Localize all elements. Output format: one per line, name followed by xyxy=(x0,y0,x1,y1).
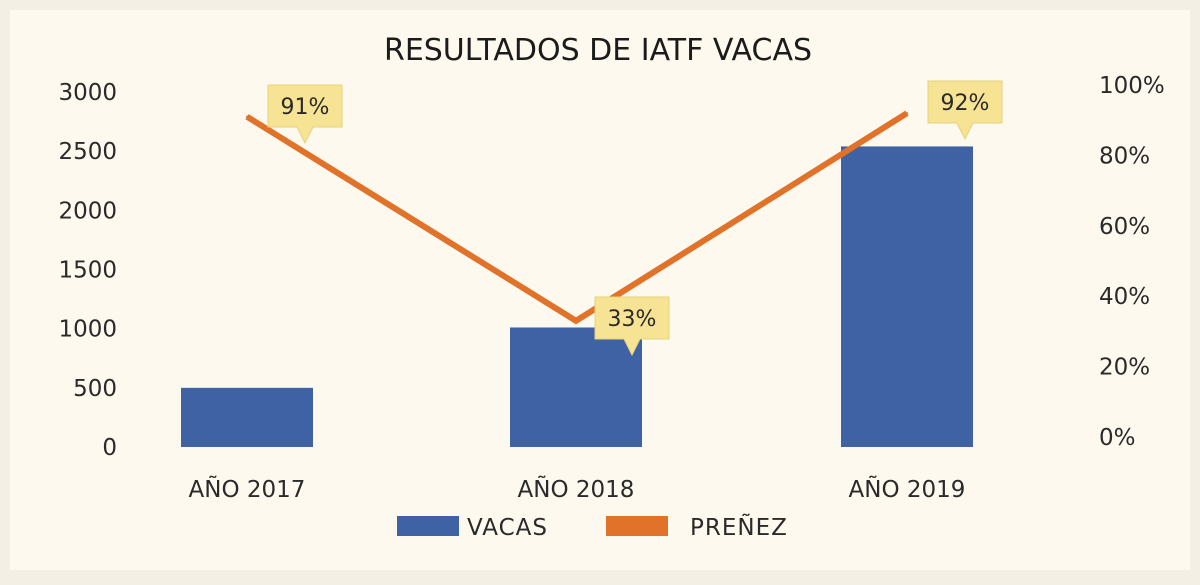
y-right-tick-label: 40% xyxy=(1099,284,1150,310)
right-axis: 0% 20% 40% 60% 80% 100% xyxy=(1099,73,1165,451)
left-axis: 0 500 1000 1500 2000 2500 3000 xyxy=(58,80,117,461)
bar-vacas xyxy=(510,327,642,447)
data-label-callout xyxy=(594,296,670,357)
data-label-callout xyxy=(927,80,1003,141)
data-label-text: 33% xyxy=(608,307,657,332)
y-left-tick-label: 1000 xyxy=(58,317,117,343)
chart-title: RESULTADOS DE IATF VACAS xyxy=(384,33,812,68)
y-left-tick-label: 2500 xyxy=(58,139,117,165)
x-tick-label: AÑO 2017 xyxy=(189,475,306,503)
legend: VACAS PREÑEZ xyxy=(397,513,788,541)
y-left-tick-label: 1500 xyxy=(58,258,117,284)
line-point-prenez xyxy=(246,115,248,118)
line-point-prenez xyxy=(906,112,908,115)
legend-swatch-prenez xyxy=(606,516,668,536)
y-right-tick-label: 0% xyxy=(1099,425,1136,451)
x-axis: AÑO 2017 AÑO 2018 AÑO 2019 xyxy=(189,475,966,503)
y-right-tick-label: 80% xyxy=(1099,143,1150,169)
data-labels: 91% 33% 92% xyxy=(267,80,1003,357)
line-series-prenez xyxy=(245,110,909,325)
legend-label-prenez: PREÑEZ xyxy=(690,513,788,541)
bar-vacas xyxy=(841,146,973,447)
bar-vacas xyxy=(181,387,313,447)
line-point-prenez xyxy=(575,319,577,322)
y-right-tick-label: 100% xyxy=(1099,73,1165,99)
bar-series-vacas xyxy=(181,146,973,447)
x-tick-label: AÑO 2019 xyxy=(849,475,966,503)
x-tick-label: AÑO 2018 xyxy=(518,475,635,503)
y-right-tick-label: 60% xyxy=(1099,214,1150,240)
y-left-tick-label: 500 xyxy=(73,376,117,402)
y-left-tick-label: 2000 xyxy=(58,198,117,224)
y-left-tick-label: 0 xyxy=(102,435,117,461)
data-label-text: 91% xyxy=(281,95,330,120)
y-left-tick-label: 3000 xyxy=(58,80,117,106)
y-right-tick-label: 20% xyxy=(1099,355,1150,381)
legend-swatch-vacas xyxy=(397,516,459,536)
legend-label-vacas: VACAS xyxy=(467,515,548,541)
data-label-callout xyxy=(267,84,343,145)
data-label-text: 92% xyxy=(941,91,990,116)
